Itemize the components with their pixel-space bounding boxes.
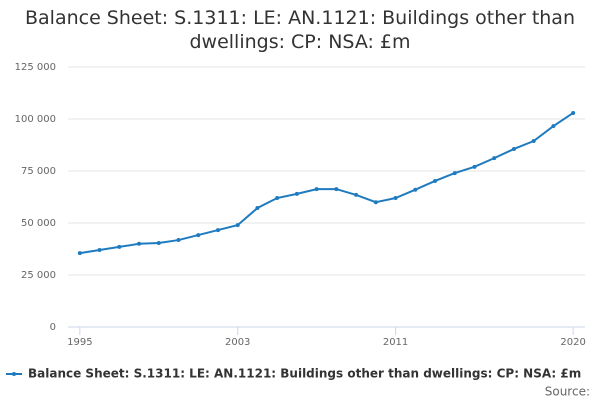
point — [531, 139, 536, 144]
point — [77, 251, 82, 256]
y-tick-label: 0 — [50, 322, 56, 333]
point — [137, 241, 142, 246]
point — [215, 228, 220, 233]
point — [294, 191, 299, 196]
point — [97, 248, 102, 253]
x-tick-label: 2020 — [560, 337, 585, 348]
y-tick-label: 100 000 — [15, 114, 56, 125]
point — [235, 223, 240, 228]
point — [117, 244, 122, 249]
point — [354, 192, 359, 197]
point — [156, 240, 161, 245]
point — [551, 124, 556, 129]
point — [373, 200, 378, 205]
point — [393, 196, 398, 201]
point — [275, 196, 280, 201]
x-tick-label: 2011 — [383, 337, 408, 348]
point — [472, 164, 477, 169]
line — [79, 112, 574, 255]
point — [571, 110, 576, 115]
point — [433, 178, 438, 183]
y-tick-label: 50 000 — [21, 218, 56, 229]
point — [196, 233, 201, 238]
point — [492, 156, 497, 161]
y-tick-label: 125 000 — [15, 62, 56, 73]
legend-marker — [12, 372, 16, 376]
chart-title: Balance Sheet: S.1311: LE: AN.1121: Buil… — [24, 7, 575, 53]
point — [452, 171, 457, 176]
y-tick-label: 25 000 — [21, 270, 56, 281]
point — [511, 146, 516, 151]
x-tick-label: 1995 — [67, 337, 92, 348]
point — [314, 187, 319, 192]
point — [255, 206, 260, 211]
point — [176, 238, 181, 243]
source-label: Source: — [545, 385, 590, 399]
x-tick-label: 2003 — [225, 337, 250, 348]
legend-label: Balance Sheet: S.1311: LE: AN.1121: Buil… — [28, 367, 581, 381]
point — [334, 187, 339, 192]
y-tick-label: 75 000 — [21, 166, 56, 177]
point — [413, 187, 418, 192]
